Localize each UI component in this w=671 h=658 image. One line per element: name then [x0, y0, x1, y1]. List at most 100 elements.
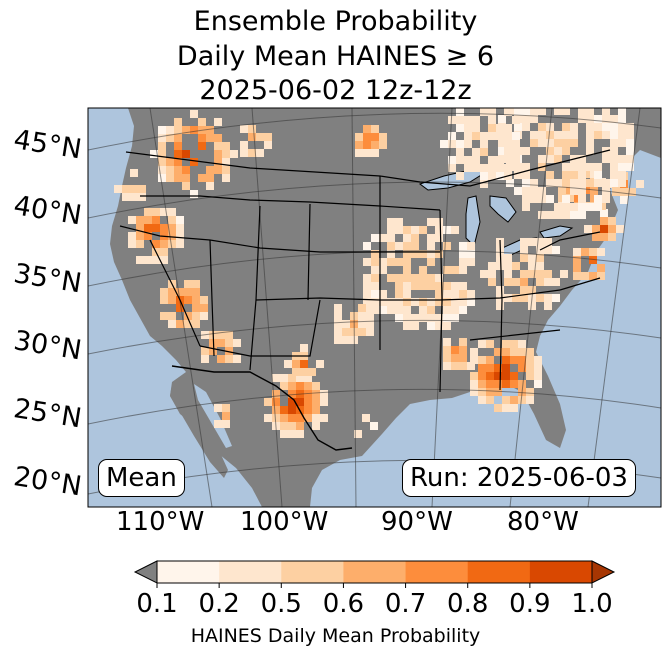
probability-cell [403, 242, 411, 250]
probability-cell [150, 150, 158, 158]
colorbar-bin [281, 561, 344, 583]
probability-cell [602, 108, 610, 115]
probability-cell [510, 372, 518, 380]
probability-cell [626, 155, 634, 163]
probability-cell [626, 131, 634, 139]
probability-cell [138, 193, 146, 201]
probability-cell [592, 233, 600, 241]
probability-cell [459, 354, 467, 362]
probability-cell [411, 226, 419, 234]
probability-cell [494, 404, 502, 412]
probability-cell [320, 390, 328, 398]
probability-cell [510, 380, 518, 388]
probability-cell [451, 362, 459, 370]
probability-cell [427, 322, 435, 330]
probability-cell [504, 108, 512, 116]
probability-cell [272, 414, 280, 422]
probability-cell [114, 185, 122, 193]
probability-cell [496, 164, 504, 172]
probability-cell [371, 149, 379, 157]
probability-cell [526, 372, 534, 380]
probability-cell [304, 398, 312, 406]
probability-cell [594, 203, 602, 211]
probability-cell [520, 270, 528, 278]
probability-cell [602, 123, 610, 131]
probability-cell [363, 149, 371, 157]
probability-cell [292, 368, 300, 376]
probability-cell [296, 382, 304, 390]
probability-cell [152, 208, 160, 216]
probability-cell [512, 148, 520, 156]
probability-cell [168, 296, 176, 304]
probability-cell [600, 233, 608, 241]
probability-cell [494, 372, 502, 380]
probability-cell [522, 123, 530, 131]
probability-cell [581, 272, 589, 280]
probability-cell [504, 132, 512, 140]
probability-cell [586, 108, 594, 115]
probability-cell [411, 250, 419, 258]
probability-cell [304, 374, 312, 382]
probability-cell [176, 240, 184, 248]
probability-cell [512, 278, 520, 286]
probability-cell [419, 306, 427, 314]
probability-cell [387, 242, 395, 250]
probability-cell [610, 131, 618, 139]
probability-cell [435, 226, 443, 234]
probability-cell [504, 262, 512, 270]
probability-cell [478, 356, 486, 364]
probability-cell [435, 274, 443, 282]
probability-cell [160, 288, 168, 296]
probability-cell [510, 356, 518, 364]
probability-cell [626, 139, 634, 147]
probability-cell [544, 302, 552, 310]
probability-cell [459, 250, 467, 258]
probability-cell [544, 270, 552, 278]
probability-cell [206, 126, 214, 134]
colorbar-bin [467, 561, 531, 583]
probability-cell [230, 150, 238, 158]
probability-cell [214, 166, 222, 174]
probability-cell [456, 116, 464, 124]
probability-cell [411, 322, 419, 330]
probability-cell [597, 272, 605, 280]
probability-cell [536, 278, 544, 286]
probability-cell [528, 238, 536, 246]
probability-cell [395, 274, 403, 282]
probability-cell [502, 364, 510, 372]
probability-cell [363, 298, 371, 306]
probability-cell [464, 140, 472, 148]
probability-cell [192, 280, 200, 288]
probability-cell [502, 380, 510, 388]
probability-cell [496, 262, 504, 270]
probability-cell [190, 190, 198, 198]
colorbar-tick-label: 0.6 [322, 589, 365, 619]
probability-cell [470, 380, 478, 388]
probability-cell [358, 328, 366, 336]
probability-cell [184, 280, 192, 288]
probability-cell [586, 115, 594, 123]
probability-cell [536, 254, 544, 262]
probability-cell [618, 115, 626, 123]
probability-cell [387, 258, 395, 266]
probability-cell [459, 266, 467, 274]
probability-cell [334, 304, 342, 312]
probability-cell [518, 340, 526, 348]
probability-cell [192, 304, 200, 312]
probability-cell [618, 123, 626, 131]
probability-cell [573, 248, 581, 256]
probability-cell [366, 312, 374, 320]
probability-cell [478, 388, 486, 396]
probability-cell [570, 203, 578, 211]
probability-cell [594, 195, 602, 203]
probability-cell [459, 258, 467, 266]
probability-cell [467, 242, 475, 250]
probability-cell [488, 270, 496, 278]
probability-cell [472, 148, 480, 156]
probability-cell [176, 232, 184, 240]
probability-cell [206, 174, 214, 182]
probability-cell [546, 171, 554, 179]
probability-cell [610, 179, 618, 187]
probability-cell [158, 166, 166, 174]
probability-cell [610, 139, 618, 147]
